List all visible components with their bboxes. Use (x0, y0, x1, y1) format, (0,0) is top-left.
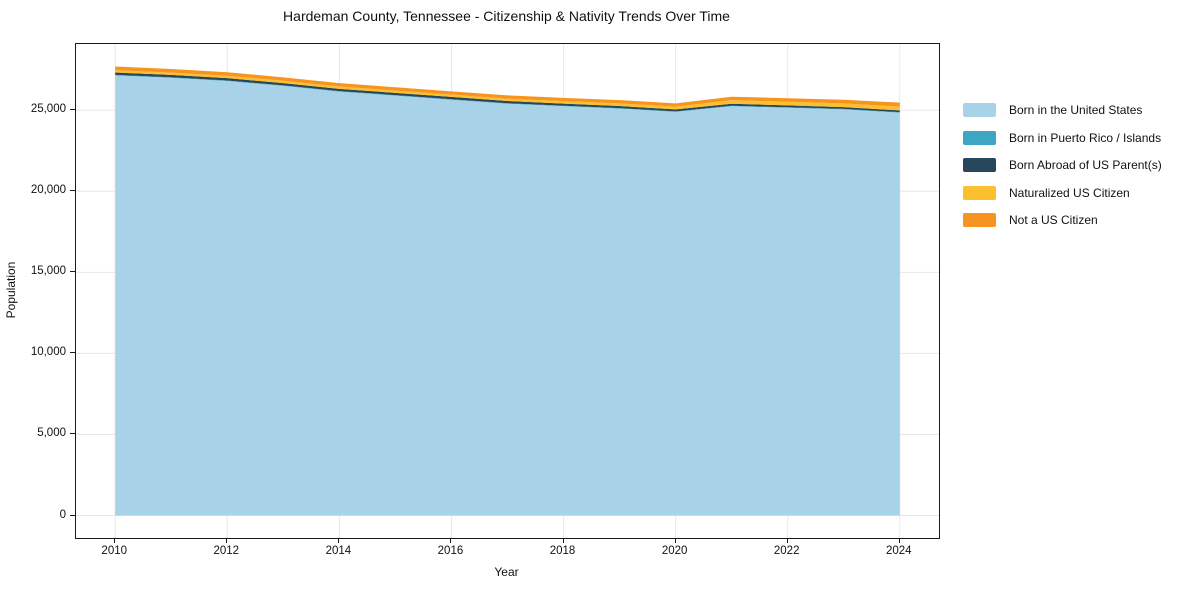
x-tick-mark (562, 538, 564, 543)
x-axis-label: Year (494, 565, 519, 579)
legend-item: Born in Puerto Rico / Islands (963, 130, 1162, 145)
x-tick-label: 2016 (437, 545, 464, 557)
legend-label: Not a US Citizen (1009, 213, 1098, 227)
y-tick-label: 20,000 (30, 184, 66, 197)
y-tick-label: 5,000 (37, 427, 66, 440)
x-tick-label: 2022 (773, 545, 800, 557)
legend-swatch (963, 213, 996, 227)
legend-item: Born Abroad of US Parent(s) (963, 158, 1162, 172)
legend-swatch (963, 103, 996, 117)
x-tick-label: 2024 (885, 545, 912, 557)
y-tick-mark (70, 352, 75, 354)
y-tick-mark (70, 109, 75, 111)
y-tick-label: 0 (59, 508, 66, 521)
x-tick-label: 2014 (325, 545, 352, 557)
plot-area (75, 43, 940, 539)
y-tick-mark (70, 271, 75, 273)
area-series-3 (115, 70, 900, 111)
y-tick-label: 25,000 (30, 103, 66, 116)
legend-item: Born in the United States (963, 103, 1162, 117)
x-tick-mark (786, 538, 788, 543)
area-series-4 (115, 66, 900, 107)
y-tick-label: 10,000 (30, 346, 66, 359)
x-tick-mark (114, 538, 116, 543)
legend-label: Born in Puerto Rico / Islands (1009, 130, 1162, 145)
x-tick-label: 2018 (549, 545, 576, 557)
legend-swatch (963, 185, 996, 200)
legend: Born in the United States Born in Puerto … (963, 103, 1162, 241)
y-tick-label: 15,000 (30, 265, 66, 278)
x-tick-mark (898, 538, 900, 543)
area-series-2 (115, 72, 900, 113)
y-tick-mark (70, 514, 75, 516)
x-tick-mark (226, 538, 228, 543)
legend-swatch (963, 130, 996, 145)
legend-item: Naturalized US Citizen (963, 185, 1162, 200)
chart-title: Hardeman County, Tennessee - Citizenship… (283, 8, 730, 24)
x-tick-label: 2010 (101, 545, 128, 557)
y-axis-label: Population (4, 261, 18, 319)
legend-swatch (963, 158, 996, 172)
x-tick-mark (674, 538, 676, 543)
legend-item: Not a US Citizen (963, 213, 1162, 227)
y-tick-mark (70, 433, 75, 435)
legend-label: Born Abroad of US Parent(s) (1009, 158, 1162, 172)
x-tick-mark (450, 538, 452, 543)
stacked-area-svg (76, 44, 939, 538)
legend-label: Naturalized US Citizen (1009, 185, 1130, 200)
x-tick-mark (338, 538, 340, 543)
y-tick-mark (70, 190, 75, 192)
legend-label: Born in the United States (1009, 103, 1143, 117)
x-tick-label: 2012 (213, 545, 240, 557)
area-series-0 (115, 75, 900, 516)
area-series-1 (115, 74, 900, 113)
x-tick-label: 2020 (661, 545, 688, 557)
